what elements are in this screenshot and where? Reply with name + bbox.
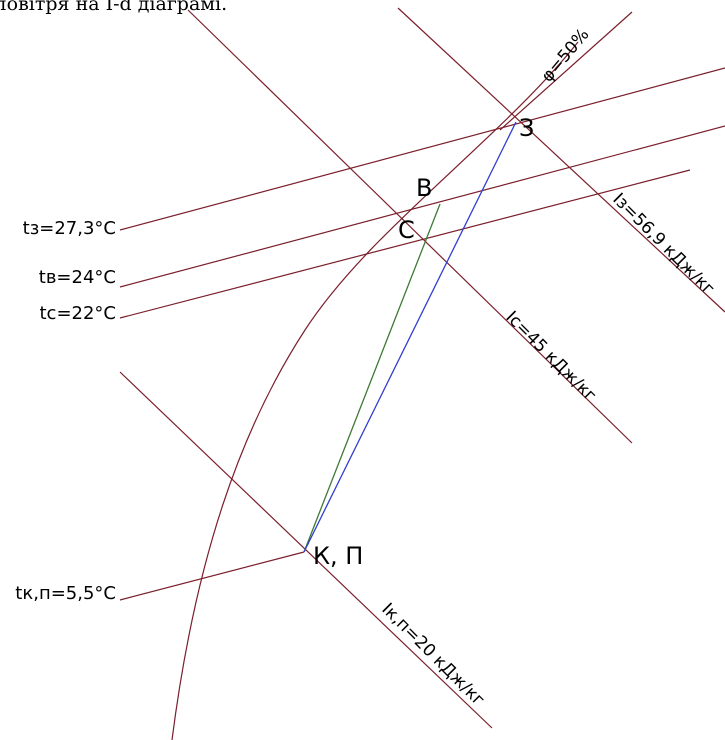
point-label-z: З xyxy=(519,114,534,142)
point-label-kp: К, П xyxy=(313,542,363,570)
process-line-kp-b xyxy=(303,203,441,553)
label-ic: Iс=45 кДж/кг xyxy=(501,307,600,406)
temperature-line-tkp xyxy=(119,551,305,601)
caption-text: повітря на I-d діаграмі. xyxy=(0,0,227,15)
temperature-line-tz xyxy=(119,67,725,231)
temperature-line-tv xyxy=(119,125,725,288)
label-tv: tв=24°С xyxy=(39,267,116,288)
enthalpy-line-ikp xyxy=(119,371,493,729)
label-humidity: φ=50% xyxy=(538,25,594,86)
label-tc: tс=22°С xyxy=(39,303,116,324)
point-label-c: С xyxy=(398,216,415,244)
enthalpy-line-upper xyxy=(499,11,633,131)
humidity-curve xyxy=(171,41,579,740)
point-label-b: В xyxy=(416,174,432,202)
label-tkp: tк,п=5,5°С xyxy=(15,583,116,604)
enthalpy-line-iz xyxy=(397,7,725,313)
enthalpy-line-ic xyxy=(187,9,633,444)
label-ikp: Iк,п=20 кДж/кг xyxy=(377,599,488,710)
temperature-line-tc xyxy=(119,169,691,319)
label-iz: Iз=56,9 кДж/кг xyxy=(608,189,718,299)
process-line-kp-z xyxy=(303,121,517,553)
label-tz: tз=27,3°С xyxy=(23,218,116,239)
